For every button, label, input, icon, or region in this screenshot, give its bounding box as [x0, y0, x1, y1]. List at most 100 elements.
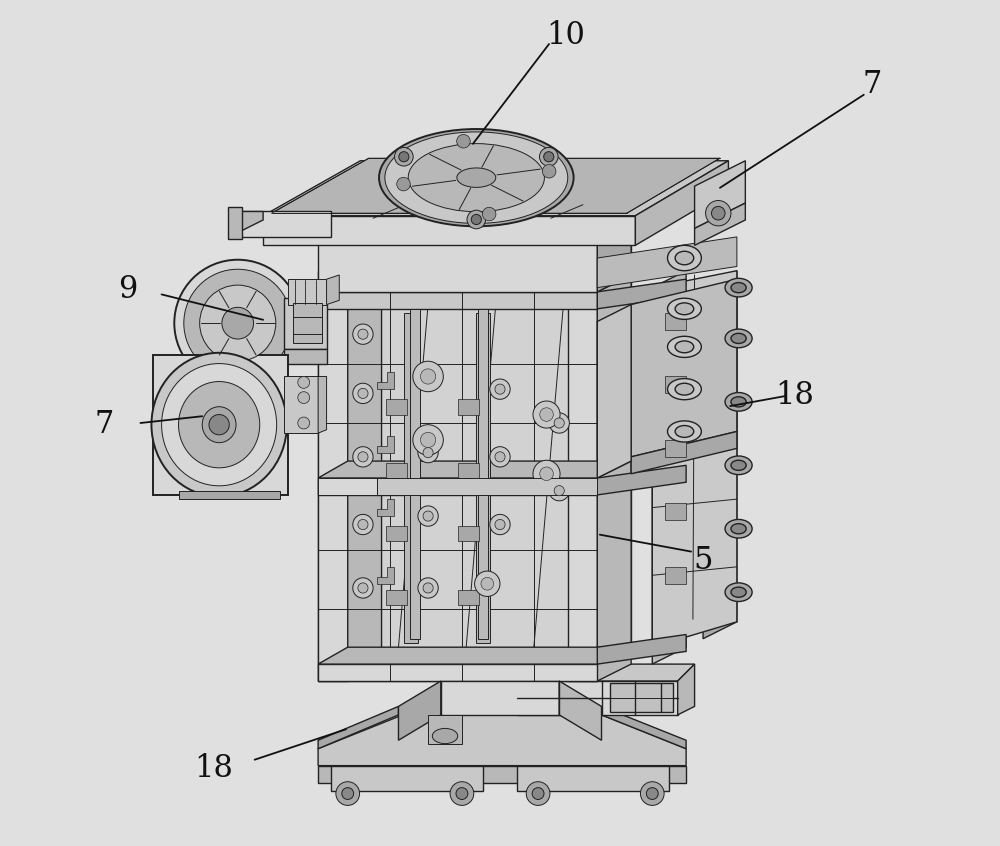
Polygon shape: [272, 158, 720, 213]
Ellipse shape: [731, 397, 746, 407]
Circle shape: [200, 285, 276, 361]
Circle shape: [490, 379, 510, 399]
Polygon shape: [386, 463, 407, 478]
Polygon shape: [229, 212, 263, 237]
Polygon shape: [377, 372, 394, 389]
Ellipse shape: [725, 456, 752, 475]
Circle shape: [706, 201, 731, 226]
Polygon shape: [665, 313, 686, 330]
Polygon shape: [327, 275, 339, 305]
Circle shape: [532, 788, 544, 799]
Text: 5: 5: [693, 545, 713, 575]
Polygon shape: [263, 161, 728, 216]
Circle shape: [298, 392, 310, 404]
Polygon shape: [318, 478, 377, 495]
Circle shape: [646, 788, 658, 799]
Polygon shape: [665, 376, 686, 393]
Circle shape: [481, 577, 494, 591]
Polygon shape: [610, 683, 673, 712]
Circle shape: [554, 486, 564, 496]
Circle shape: [342, 788, 354, 799]
Polygon shape: [284, 376, 318, 433]
Polygon shape: [386, 526, 407, 541]
Polygon shape: [597, 634, 686, 664]
Polygon shape: [458, 399, 479, 415]
Circle shape: [640, 782, 664, 805]
Polygon shape: [665, 503, 686, 520]
Polygon shape: [665, 440, 686, 457]
Ellipse shape: [675, 341, 694, 353]
Polygon shape: [476, 313, 490, 643]
Circle shape: [353, 383, 373, 404]
Polygon shape: [665, 567, 686, 584]
Circle shape: [420, 369, 436, 384]
Circle shape: [418, 578, 438, 598]
Ellipse shape: [385, 132, 568, 223]
Circle shape: [399, 151, 409, 162]
Circle shape: [526, 782, 550, 805]
Polygon shape: [318, 664, 597, 681]
Polygon shape: [348, 254, 382, 681]
Circle shape: [423, 583, 433, 593]
Circle shape: [358, 329, 368, 339]
Polygon shape: [318, 292, 597, 681]
Circle shape: [336, 782, 360, 805]
Circle shape: [358, 452, 368, 462]
Ellipse shape: [151, 353, 287, 497]
Polygon shape: [597, 254, 631, 681]
Ellipse shape: [725, 393, 752, 411]
Circle shape: [490, 514, 510, 535]
Polygon shape: [288, 279, 327, 305]
Circle shape: [549, 481, 569, 501]
Circle shape: [418, 442, 438, 463]
Polygon shape: [635, 161, 728, 245]
Text: 18: 18: [775, 381, 814, 411]
Polygon shape: [597, 203, 631, 292]
Polygon shape: [377, 567, 394, 584]
Polygon shape: [318, 461, 631, 478]
Ellipse shape: [675, 303, 694, 315]
Ellipse shape: [457, 168, 496, 188]
Circle shape: [482, 207, 496, 221]
Polygon shape: [348, 275, 631, 647]
Circle shape: [420, 432, 436, 448]
Polygon shape: [318, 275, 631, 292]
Circle shape: [495, 452, 505, 462]
Polygon shape: [478, 309, 488, 639]
Ellipse shape: [731, 460, 746, 470]
Circle shape: [542, 164, 556, 178]
Polygon shape: [597, 279, 686, 309]
Polygon shape: [293, 303, 322, 343]
Ellipse shape: [725, 583, 752, 602]
Polygon shape: [652, 271, 737, 647]
Polygon shape: [458, 463, 479, 478]
Circle shape: [475, 571, 500, 596]
Polygon shape: [318, 478, 597, 495]
Circle shape: [495, 519, 505, 530]
Circle shape: [712, 206, 725, 220]
Polygon shape: [597, 465, 686, 495]
Polygon shape: [318, 766, 686, 783]
Circle shape: [397, 178, 410, 191]
Polygon shape: [695, 161, 745, 228]
Circle shape: [456, 788, 468, 799]
Circle shape: [467, 210, 486, 228]
Circle shape: [450, 782, 474, 805]
Polygon shape: [631, 431, 737, 474]
Circle shape: [298, 376, 310, 388]
Ellipse shape: [668, 337, 701, 358]
Polygon shape: [229, 212, 331, 237]
Polygon shape: [318, 220, 597, 292]
Polygon shape: [602, 706, 686, 749]
Polygon shape: [386, 399, 407, 415]
Polygon shape: [597, 305, 631, 478]
Circle shape: [544, 151, 554, 162]
Polygon shape: [377, 436, 394, 453]
Polygon shape: [517, 681, 678, 715]
Polygon shape: [398, 681, 441, 740]
Polygon shape: [559, 681, 602, 740]
Circle shape: [423, 448, 433, 458]
Polygon shape: [318, 376, 327, 433]
Polygon shape: [695, 203, 745, 245]
Ellipse shape: [731, 587, 746, 597]
